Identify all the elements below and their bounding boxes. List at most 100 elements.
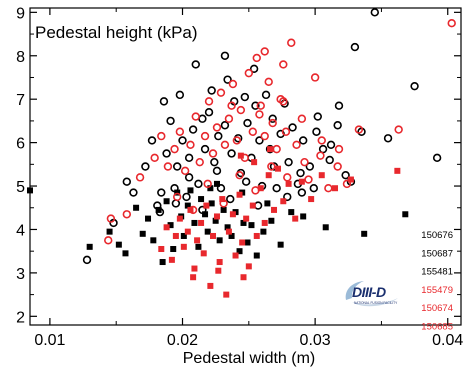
- axes: 0.01 0.02 0.03 0.04 2 3 4 5 6 7 8 9: [16, 5, 463, 349]
- data-point: [212, 123, 222, 132]
- data-point: [342, 179, 352, 189]
- data-point: [155, 207, 165, 217]
- series-150685: [173, 97, 344, 215]
- data-point: [220, 140, 230, 149]
- data-point: [268, 114, 277, 123]
- data-point: [208, 149, 218, 158]
- data-point: [191, 112, 200, 121]
- data-point: [122, 250, 129, 257]
- data-point: [198, 205, 207, 215]
- data-point: [129, 188, 138, 197]
- data-point: [272, 144, 281, 154]
- y-tick-label: 7: [16, 92, 25, 109]
- logo-text: DIII-D: [352, 284, 386, 300]
- data-point: [180, 166, 190, 176]
- data-point: [325, 155, 334, 165]
- x-tick-label: 0.03: [300, 332, 331, 349]
- data-point: [198, 219, 205, 226]
- data-point: [215, 267, 222, 274]
- data-point: [324, 184, 333, 193]
- data-point: [304, 175, 313, 184]
- data-point: [204, 108, 214, 117]
- data-point: [280, 198, 287, 205]
- data-point: [361, 230, 368, 237]
- data-point: [255, 110, 264, 119]
- data-point: [239, 239, 246, 246]
- data-point: [216, 184, 226, 193]
- data-point: [170, 246, 177, 253]
- data-point: [195, 243, 202, 250]
- data-point: [168, 256, 175, 263]
- data-point: [173, 162, 182, 171]
- data-point: [210, 157, 219, 167]
- data-point: [147, 136, 157, 145]
- data-point: [223, 291, 230, 298]
- data-point: [300, 157, 309, 167]
- data-point: [182, 192, 191, 202]
- data-point: [225, 228, 232, 235]
- data-point: [298, 178, 305, 185]
- legend-entry-150674: 150674: [421, 303, 453, 314]
- data-point: [285, 180, 292, 187]
- legend-entry-150685: 150685: [421, 322, 453, 333]
- legend-entry-150687: 150687: [421, 248, 453, 259]
- data-point: [166, 116, 175, 126]
- data-point: [297, 188, 307, 197]
- data-point: [268, 118, 277, 128]
- data-point: [139, 230, 146, 237]
- data-point: [216, 237, 223, 244]
- data-point: [155, 206, 162, 213]
- data-point: [122, 210, 132, 219]
- series-155479: [104, 18, 456, 245]
- data-point: [227, 101, 236, 110]
- data-point: [334, 144, 344, 154]
- data-point: [198, 196, 205, 203]
- data-point: [224, 114, 234, 123]
- data-point: [203, 202, 210, 209]
- data-point: [272, 184, 281, 193]
- data-point: [180, 232, 187, 239]
- data-point: [227, 149, 236, 158]
- data-points: [27, 8, 456, 298]
- data-point: [184, 173, 194, 182]
- data-point: [207, 185, 214, 192]
- chart-title: Pedestal height (kPa): [35, 23, 198, 42]
- data-point: [402, 211, 409, 218]
- data-point: [195, 157, 204, 167]
- data-point: [170, 144, 179, 154]
- data-point: [341, 170, 350, 180]
- data-point: [157, 131, 166, 141]
- legend-entry-150676: 150676: [421, 230, 453, 241]
- y-tick-label: 5: [16, 179, 25, 196]
- y-tick-label: 4: [16, 222, 25, 239]
- data-point: [187, 187, 194, 194]
- data-point: [288, 209, 295, 216]
- data-point: [223, 75, 232, 84]
- data-point: [184, 228, 191, 235]
- data-point: [292, 215, 299, 222]
- data-point: [350, 42, 360, 52]
- data-point: [248, 222, 255, 229]
- data-point: [265, 172, 272, 179]
- x-axis-label: Pedestal width (m): [183, 350, 316, 367]
- data-point: [180, 243, 187, 250]
- data-point: [279, 97, 288, 106]
- x-tick-label: 0.02: [167, 332, 198, 349]
- data-point: [245, 263, 252, 270]
- y-tick-label: 2: [16, 309, 25, 326]
- data-point: [204, 228, 211, 235]
- data-point: [210, 232, 217, 239]
- data-point: [214, 131, 223, 141]
- data-point: [326, 140, 336, 149]
- data-point: [216, 259, 223, 266]
- data-point: [191, 60, 200, 69]
- data-point: [226, 194, 235, 204]
- data-point: [115, 241, 122, 248]
- data-point: [257, 185, 264, 192]
- data-point: [277, 241, 284, 248]
- data-point: [312, 127, 321, 136]
- logo-subtext: NATIONAL FUSION FACILITY: [354, 301, 398, 305]
